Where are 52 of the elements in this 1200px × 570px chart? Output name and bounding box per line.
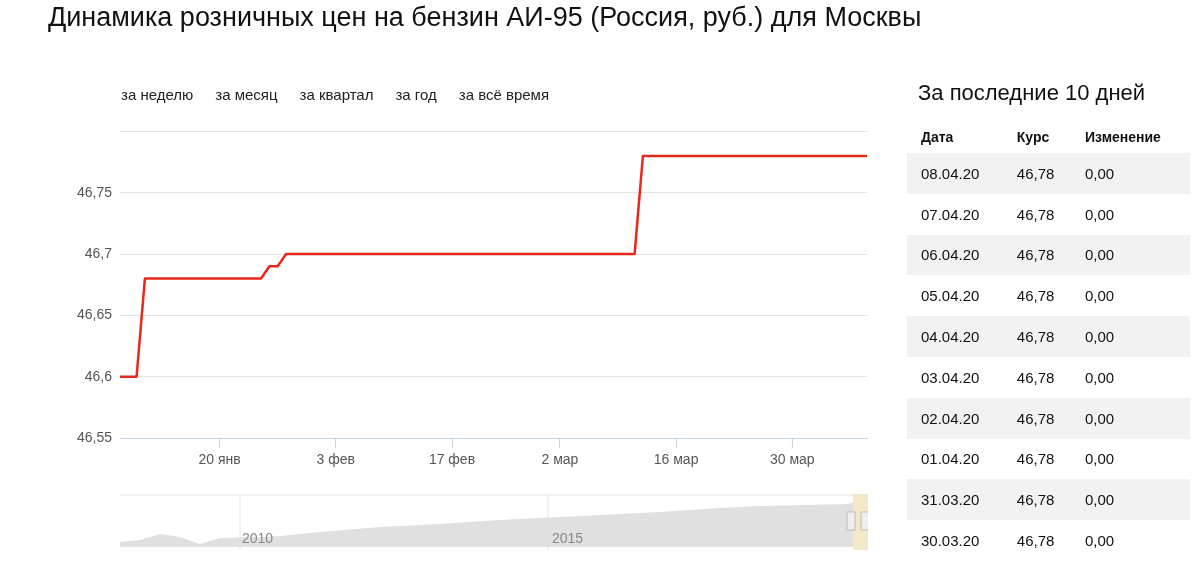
category-label: 08.04.20 (907, 153, 1003, 194)
category-label: 31.03.20 (907, 479, 1003, 521)
x-tick-label: 3 фев (316, 451, 356, 468)
data-label: 0,00 (1071, 479, 1190, 521)
text: за неделю (121, 86, 194, 103)
category-label: 03.04.20 (920, 367, 981, 388)
data-label: 46,78 (1002, 479, 1071, 521)
text: за месяц (215, 86, 278, 103)
text: за квартал (299, 86, 374, 103)
category-label: 06.04.20 (907, 234, 1003, 276)
category-label: 30.03.20 (920, 531, 981, 552)
x-tick-label: 16 мар (653, 451, 699, 468)
data-label: 0,00 (1084, 531, 1116, 552)
category-label: 04.04.20 (907, 316, 1003, 357)
text: За последние 10 дней (918, 80, 1147, 106)
category-label: 02.04.20 (907, 397, 1003, 439)
y-tick-label: 46,55 (76, 428, 113, 445)
data-label: 46,78 (1015, 449, 1056, 470)
data-label: 46,78 (1015, 286, 1056, 307)
y-tick-label: 46,7 (84, 244, 113, 261)
x-tick-label: 30 мар (769, 451, 815, 468)
data-label: 0,00 (1084, 204, 1116, 225)
data-label: 46,78 (1015, 531, 1056, 552)
data-label: 46,78 (1002, 153, 1071, 194)
text: за год (395, 86, 437, 103)
category-label: 01.04.20 (920, 449, 981, 470)
data-label: 46,78 (1015, 367, 1056, 388)
overview-navigator: 2010 2015 (120, 494, 868, 550)
data-label: 0,00 (1071, 234, 1190, 276)
data-label: 0,00 (1071, 397, 1190, 439)
chart-title: Динамика розничных цен на бензин АИ-95 (Россия, руб.) для Москвы (48, 2, 922, 33)
series-label: Курс (1015, 127, 1051, 147)
y-tick-label: 46,6 (84, 367, 113, 384)
category-label: 07.04.20 (920, 204, 981, 225)
series-label: Изменение (1084, 127, 1162, 147)
x-tick-label: 17 фев (428, 451, 476, 468)
data-label: 0,00 (1084, 449, 1116, 470)
text: за всё время (458, 86, 550, 103)
data-label: 46,78 (1015, 204, 1056, 225)
data-label: 0,00 (1084, 286, 1116, 307)
text: Дата (920, 127, 955, 147)
y-tick-label: 46,75 (76, 183, 113, 200)
data-label: 0,00 (1071, 153, 1190, 194)
category-label: 05.04.20 (920, 286, 981, 307)
x-tick-label: 20 янв (198, 451, 241, 468)
y-tick-label: 46,65 (76, 306, 113, 323)
data-label: 46,78 (1002, 316, 1071, 357)
data-label: 0,00 (1084, 367, 1116, 388)
data-label: 0,00 (1071, 316, 1190, 357)
data-label: 46,78 (1002, 397, 1071, 439)
x-tick-label: 2 мар (541, 451, 579, 468)
data-label: 46,78 (1002, 234, 1071, 276)
